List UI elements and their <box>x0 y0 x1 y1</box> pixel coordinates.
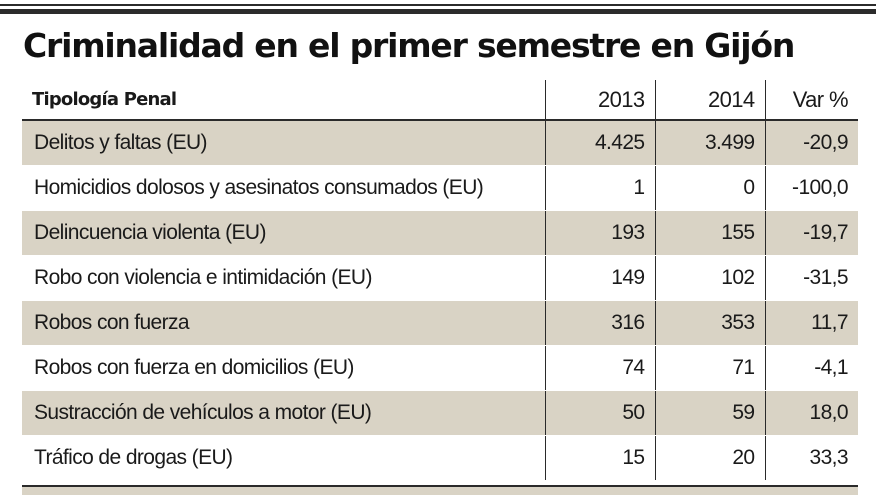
cell-tipologia: Tráfico de drogas (EU) <box>22 435 546 481</box>
cell-var: 33,3 <box>765 435 858 481</box>
cell-2014: 59 <box>655 390 766 436</box>
cell-2014: 3.499 <box>655 120 766 166</box>
cell-var: 11,7 <box>765 300 858 346</box>
table-row: Robos con fuerza en domicilios (EU) 74 71-… <box>22 345 858 391</box>
cell-var: -31,5 <box>765 255 858 301</box>
cell-2013: 4.425 <box>545 120 656 166</box>
cell-tipologia: Homicidios dolosos y asesinatos consumad… <box>22 165 546 211</box>
cell-2014: 353 <box>655 300 766 346</box>
cell-2014: 155 <box>655 210 766 256</box>
cell-2013: 1 <box>545 165 656 211</box>
cell-2013: 193 <box>545 210 656 256</box>
crime-table: Tipología Penal 2013 2014 Var % Delitos … <box>22 80 858 481</box>
cell-tipologia: Delitos y faltas (EU) <box>22 120 546 166</box>
table-row: Tráfico de drogas (EU) 15 20 33,3 <box>22 435 858 481</box>
cell-tipologia: Delincuencia violenta (EU) <box>22 210 546 256</box>
cell-tipologia: Robos con fuerza en domicilios (EU) <box>22 345 546 391</box>
cell-2013: 50 <box>545 390 656 436</box>
cell-var: -4,1 <box>765 345 858 391</box>
table-row: Homicidios dolosos y asesinatos consumad… <box>22 165 858 211</box>
top-rule <box>0 0 876 14</box>
cell-2013: 316 <box>545 300 656 346</box>
cell-var: -20,9 <box>765 120 858 166</box>
table-row: Robo con violencia e intimidación (EU) 14… <box>22 255 858 301</box>
table-row: Delincuencia violenta (EU) 193 155 -19,7 <box>22 210 858 256</box>
cell-2013: 149 <box>545 255 656 301</box>
column-header-2014: 2014 <box>655 80 766 121</box>
cell-var: 18,0 <box>765 390 858 436</box>
table-body: Delitos y faltas (EU) 4.425 3.499 -20,9 Homi… <box>22 120 858 481</box>
cell-2014: 102 <box>655 255 766 301</box>
cell-tipologia: Robo con violencia e intimidación (EU) <box>22 255 546 301</box>
cell-var: -100,0 <box>765 165 858 211</box>
table-row: Delitos y faltas (EU) 4.425 3.499 -20,9 <box>22 120 858 166</box>
column-header-tipologia: Tipología Penal <box>22 80 546 121</box>
bottom-strip <box>22 485 858 495</box>
cell-tipologia: Sustracción de vehículos a motor (EU) <box>22 390 546 436</box>
cell-2014: 71 <box>655 345 766 391</box>
table-row: Sustracción de vehículos a motor (EU) 50 5… <box>22 390 858 436</box>
header-row: Tipología Penal 2013 2014 Var % <box>22 80 858 121</box>
cell-2014: 20 <box>655 435 766 481</box>
table-row: Robos con fuerza 316 353 11,7 <box>22 300 858 346</box>
cell-tipologia: Robos con fuerza <box>22 300 546 346</box>
cell-2014: 0 <box>655 165 766 211</box>
cell-2013: 15 <box>545 435 656 481</box>
column-header-var: Var % <box>765 80 858 121</box>
table-title: Criminalidad en el primer semestre en Gi… <box>23 26 795 65</box>
column-header-2013: 2013 <box>545 80 656 121</box>
cell-var: -19,7 <box>765 210 858 256</box>
cell-2013: 74 <box>545 345 656 391</box>
